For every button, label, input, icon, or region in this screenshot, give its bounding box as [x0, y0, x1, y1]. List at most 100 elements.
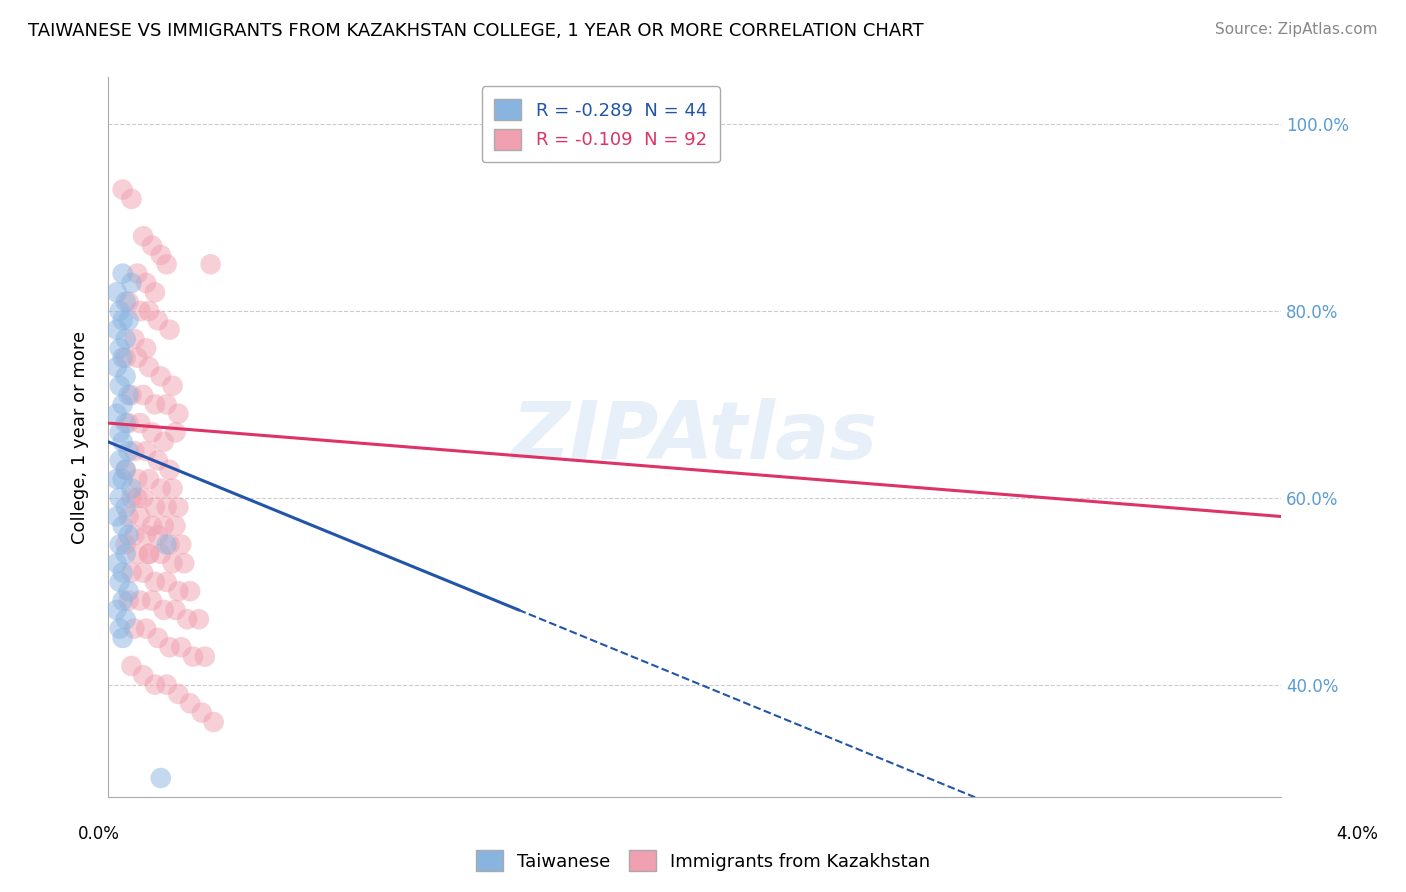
Point: [114, 463, 136, 477]
Point: [117, 388, 139, 402]
Point: [143, 500, 166, 515]
Point: [108, 453, 131, 467]
Point: [165, 603, 187, 617]
Text: 4.0%: 4.0%: [1336, 825, 1378, 843]
Point: [114, 351, 136, 365]
Point: [120, 566, 142, 580]
Point: [105, 323, 128, 337]
Point: [105, 359, 128, 374]
Point: [114, 369, 136, 384]
Point: [105, 603, 128, 617]
Point: [138, 359, 160, 374]
Point: [117, 294, 139, 309]
Point: [143, 285, 166, 300]
Point: [127, 351, 149, 365]
Point: [124, 444, 146, 458]
Point: [105, 285, 128, 300]
Point: [111, 593, 134, 607]
Point: [108, 342, 131, 356]
Point: [117, 509, 139, 524]
Point: [127, 547, 149, 561]
Point: [159, 463, 181, 477]
Point: [129, 416, 152, 430]
Point: [108, 537, 131, 551]
Point: [159, 640, 181, 655]
Point: [152, 518, 174, 533]
Point: [141, 238, 163, 252]
Point: [120, 192, 142, 206]
Point: [143, 678, 166, 692]
Point: [146, 453, 169, 467]
Point: [129, 304, 152, 318]
Point: [117, 584, 139, 599]
Point: [152, 434, 174, 449]
Point: [156, 574, 179, 589]
Point: [132, 229, 155, 244]
Point: [114, 332, 136, 346]
Point: [149, 369, 172, 384]
Point: [117, 444, 139, 458]
Point: [202, 714, 225, 729]
Point: [120, 659, 142, 673]
Point: [143, 397, 166, 411]
Point: [132, 388, 155, 402]
Point: [173, 556, 195, 570]
Point: [111, 397, 134, 411]
Point: [114, 537, 136, 551]
Point: [111, 267, 134, 281]
Point: [194, 649, 217, 664]
Point: [141, 593, 163, 607]
Point: [108, 574, 131, 589]
Point: [111, 182, 134, 196]
Point: [146, 631, 169, 645]
Point: [143, 574, 166, 589]
Point: [114, 294, 136, 309]
Point: [135, 622, 157, 636]
Point: [117, 313, 139, 327]
Point: [165, 425, 187, 440]
Point: [132, 668, 155, 682]
Point: [135, 528, 157, 542]
Point: [156, 257, 179, 271]
Point: [141, 518, 163, 533]
Point: [146, 528, 169, 542]
Point: [167, 584, 190, 599]
Point: [200, 257, 222, 271]
Point: [179, 584, 201, 599]
Point: [117, 593, 139, 607]
Point: [117, 528, 139, 542]
Point: [156, 500, 179, 515]
Point: [105, 407, 128, 421]
Point: [149, 771, 172, 785]
Point: [129, 593, 152, 607]
Point: [165, 518, 187, 533]
Point: [108, 378, 131, 392]
Point: [170, 537, 193, 551]
Text: ZIPAtlas: ZIPAtlas: [512, 398, 877, 476]
Point: [135, 276, 157, 290]
Text: TAIWANESE VS IMMIGRANTS FROM KAZAKHSTAN COLLEGE, 1 YEAR OR MORE CORRELATION CHAR: TAIWANESE VS IMMIGRANTS FROM KAZAKHSTAN …: [28, 22, 924, 40]
Point: [162, 556, 184, 570]
Point: [108, 425, 131, 440]
Point: [120, 276, 142, 290]
Point: [124, 528, 146, 542]
Point: [114, 416, 136, 430]
Point: [114, 500, 136, 515]
Point: [111, 518, 134, 533]
Point: [127, 491, 149, 505]
Point: [124, 332, 146, 346]
Text: Source: ZipAtlas.com: Source: ZipAtlas.com: [1215, 22, 1378, 37]
Point: [114, 612, 136, 626]
Y-axis label: College, 1 year or more: College, 1 year or more: [72, 331, 89, 543]
Point: [120, 482, 142, 496]
Point: [132, 491, 155, 505]
Point: [159, 323, 181, 337]
Point: [162, 378, 184, 392]
Point: [156, 537, 179, 551]
Point: [167, 687, 190, 701]
Point: [120, 388, 142, 402]
Point: [111, 631, 134, 645]
Point: [114, 463, 136, 477]
Point: [170, 640, 193, 655]
Point: [138, 547, 160, 561]
